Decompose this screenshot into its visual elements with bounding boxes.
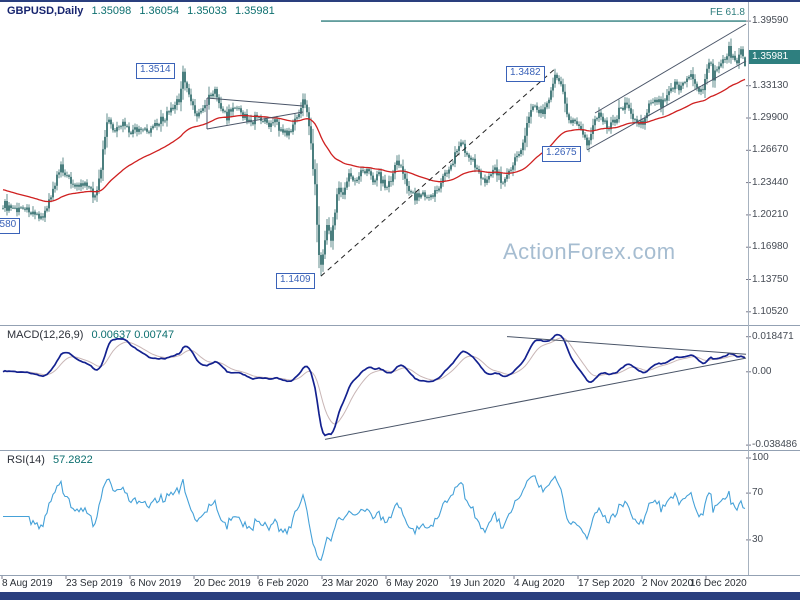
time-axis-line	[0, 575, 800, 576]
top-border	[0, 0, 800, 2]
high-value: 1.36054	[139, 5, 180, 17]
macd-values: 0.00637 0.00747	[91, 329, 175, 341]
open-value: 1.35098	[91, 5, 132, 17]
consolidation-pattern-line	[206, 111, 304, 130]
macd-wedge-line	[324, 357, 747, 440]
macd-wedge-line	[506, 336, 747, 355]
rising-channel-line	[594, 23, 747, 114]
rsi-panel-label: RSI(14) 57.2822	[7, 454, 93, 466]
chart-header: GBPUSD,Daily 1.35098 1.36054 1.35033 1.3…	[7, 5, 275, 17]
macd-title: MACD(12,26,9)	[7, 329, 84, 341]
bottom-border	[0, 592, 800, 600]
panel-separator-macd	[0, 325, 800, 326]
macd-line	[2, 333, 746, 437]
rsi-line	[3, 475, 746, 561]
macd-panel-label: MACD(12,26,9) 0.00637 0.00747	[7, 329, 174, 341]
rsi-title: RSI(14)	[7, 454, 45, 466]
consolidation-pattern-line	[206, 97, 304, 107]
rsi-value: 57.2822	[52, 454, 93, 466]
symbol-timeframe-label: GBPUSD,Daily	[7, 5, 84, 17]
dashed-trendline	[320, 68, 556, 277]
rising-channel-line	[586, 60, 747, 151]
fibonacci-extension-label: FE 61.8	[709, 7, 745, 18]
close-value: 1.35981	[234, 5, 275, 17]
watermark: ActionForex.com	[503, 239, 676, 264]
panel-separator-rsi	[0, 450, 800, 451]
price-axis-line	[748, 2, 749, 575]
macd-signal-line	[2, 337, 746, 425]
current-price-tag: 1.35981	[748, 50, 800, 64]
moving-average-line	[2, 78, 746, 203]
low-value: 1.35033	[187, 5, 227, 17]
candle-bodies	[2, 46, 746, 265]
